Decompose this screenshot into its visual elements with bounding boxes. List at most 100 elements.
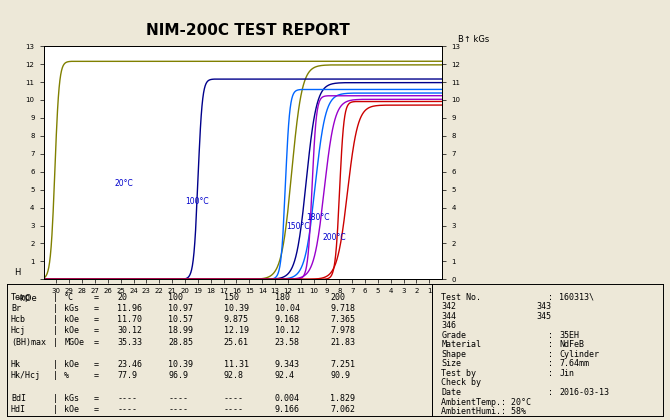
Text: |: | xyxy=(53,315,58,324)
Text: Check by: Check by xyxy=(442,378,482,388)
Text: 7.251: 7.251 xyxy=(330,360,355,369)
Text: ----: ---- xyxy=(117,394,137,403)
Text: 28.85: 28.85 xyxy=(168,338,194,347)
Text: 21.83: 21.83 xyxy=(330,338,355,347)
Text: Material: Material xyxy=(442,340,482,349)
Text: B↑ kGs: B↑ kGs xyxy=(458,35,489,44)
Text: 18.99: 18.99 xyxy=(168,326,194,336)
Text: 11.96: 11.96 xyxy=(117,304,142,313)
Text: (BH)max: (BH)max xyxy=(11,338,46,347)
Text: Shape: Shape xyxy=(442,350,466,359)
Text: :: : xyxy=(548,331,553,340)
Text: HdI: HdI xyxy=(11,405,26,414)
Text: 200: 200 xyxy=(330,293,345,302)
Text: 344: 344 xyxy=(442,312,456,321)
Text: °C: °C xyxy=(64,293,74,302)
Text: Size: Size xyxy=(442,360,462,368)
Text: 9.718: 9.718 xyxy=(330,304,355,313)
Text: 9.875: 9.875 xyxy=(224,315,249,324)
Text: %: % xyxy=(64,371,69,381)
Text: kGs: kGs xyxy=(64,394,79,403)
Text: Hk: Hk xyxy=(11,360,21,369)
Text: Br: Br xyxy=(11,304,21,313)
Text: :: : xyxy=(548,293,553,302)
Text: 30.12: 30.12 xyxy=(117,326,142,336)
Text: |: | xyxy=(53,293,58,302)
Text: 23.58: 23.58 xyxy=(275,338,299,347)
Text: |: | xyxy=(53,405,58,414)
Text: =: = xyxy=(94,326,98,336)
Text: 10.97: 10.97 xyxy=(168,304,194,313)
Text: |: | xyxy=(53,338,58,347)
Text: 7.365: 7.365 xyxy=(330,315,355,324)
Text: |: | xyxy=(53,394,58,403)
Text: 200°C: 200°C xyxy=(322,233,346,242)
Text: =: = xyxy=(94,293,98,302)
Text: =: = xyxy=(94,405,98,414)
Text: kGs: kGs xyxy=(64,304,79,313)
Text: ----: ---- xyxy=(168,394,188,403)
Text: Cylinder: Cylinder xyxy=(559,350,599,359)
Text: 23.46: 23.46 xyxy=(117,360,142,369)
Text: 180°C: 180°C xyxy=(306,213,330,222)
Text: 342: 342 xyxy=(442,302,456,311)
Text: Hk/Hcj: Hk/Hcj xyxy=(11,371,41,381)
Text: Test by: Test by xyxy=(442,369,476,378)
Text: 10.57: 10.57 xyxy=(168,315,194,324)
Text: 10.12: 10.12 xyxy=(275,326,299,336)
Text: 345: 345 xyxy=(536,312,551,321)
Text: 100°C: 100°C xyxy=(185,197,208,206)
Text: 20°C: 20°C xyxy=(115,179,133,188)
Text: Hcb: Hcb xyxy=(11,315,26,324)
Text: kOe: kOe xyxy=(64,405,79,414)
Text: 1.829: 1.829 xyxy=(330,394,355,403)
Text: :: : xyxy=(548,369,553,378)
Text: =: = xyxy=(94,394,98,403)
Text: 7.978: 7.978 xyxy=(330,326,355,336)
Text: =: = xyxy=(94,371,98,381)
Text: 100: 100 xyxy=(168,293,184,302)
Text: kOe: kOe xyxy=(64,326,79,336)
Text: 11.70: 11.70 xyxy=(117,315,142,324)
Text: 10.04: 10.04 xyxy=(275,304,299,313)
Text: AmbientTemp.: 20°C: AmbientTemp.: 20°C xyxy=(442,398,531,407)
Text: 180: 180 xyxy=(275,293,289,302)
Text: =: = xyxy=(94,338,98,347)
Text: Grade: Grade xyxy=(442,331,466,340)
Text: 35.33: 35.33 xyxy=(117,338,142,347)
Text: =: = xyxy=(94,304,98,313)
Text: |: | xyxy=(53,360,58,369)
Text: :: : xyxy=(548,350,553,359)
Text: ----: ---- xyxy=(224,405,244,414)
Text: |: | xyxy=(53,371,58,381)
Text: 12.19: 12.19 xyxy=(224,326,249,336)
Text: 346: 346 xyxy=(442,321,456,331)
Text: 10.39: 10.39 xyxy=(168,360,194,369)
Text: 2016-03-13: 2016-03-13 xyxy=(559,388,609,397)
Text: MGOe: MGOe xyxy=(64,338,84,347)
Text: 343: 343 xyxy=(536,302,551,311)
Text: :: : xyxy=(548,388,553,397)
Text: 20: 20 xyxy=(117,293,127,302)
Text: 9.343: 9.343 xyxy=(275,360,299,369)
Text: 92.8: 92.8 xyxy=(224,371,244,381)
Text: kOe: kOe xyxy=(64,360,79,369)
Text: 35EH: 35EH xyxy=(559,331,580,340)
Text: Date: Date xyxy=(442,388,462,397)
Text: NIM-200C TEST REPORT: NIM-200C TEST REPORT xyxy=(146,23,350,38)
Text: AmbientHumi.: 58%: AmbientHumi.: 58% xyxy=(442,407,527,416)
Text: 77.9: 77.9 xyxy=(117,371,137,381)
Text: Jin: Jin xyxy=(559,369,574,378)
Text: Temp: Temp xyxy=(11,293,31,302)
Text: BdI: BdI xyxy=(11,394,26,403)
Text: :: : xyxy=(548,360,553,368)
Text: 90.9: 90.9 xyxy=(330,371,350,381)
Text: 0.004: 0.004 xyxy=(275,394,299,403)
Text: 160313\: 160313\ xyxy=(559,293,594,302)
Text: kOe: kOe xyxy=(64,315,79,324)
Text: Test No.: Test No. xyxy=(442,293,482,302)
Text: ----: ---- xyxy=(168,405,188,414)
Text: 11.31: 11.31 xyxy=(224,360,249,369)
Text: =: = xyxy=(94,360,98,369)
Text: 92.4: 92.4 xyxy=(275,371,295,381)
